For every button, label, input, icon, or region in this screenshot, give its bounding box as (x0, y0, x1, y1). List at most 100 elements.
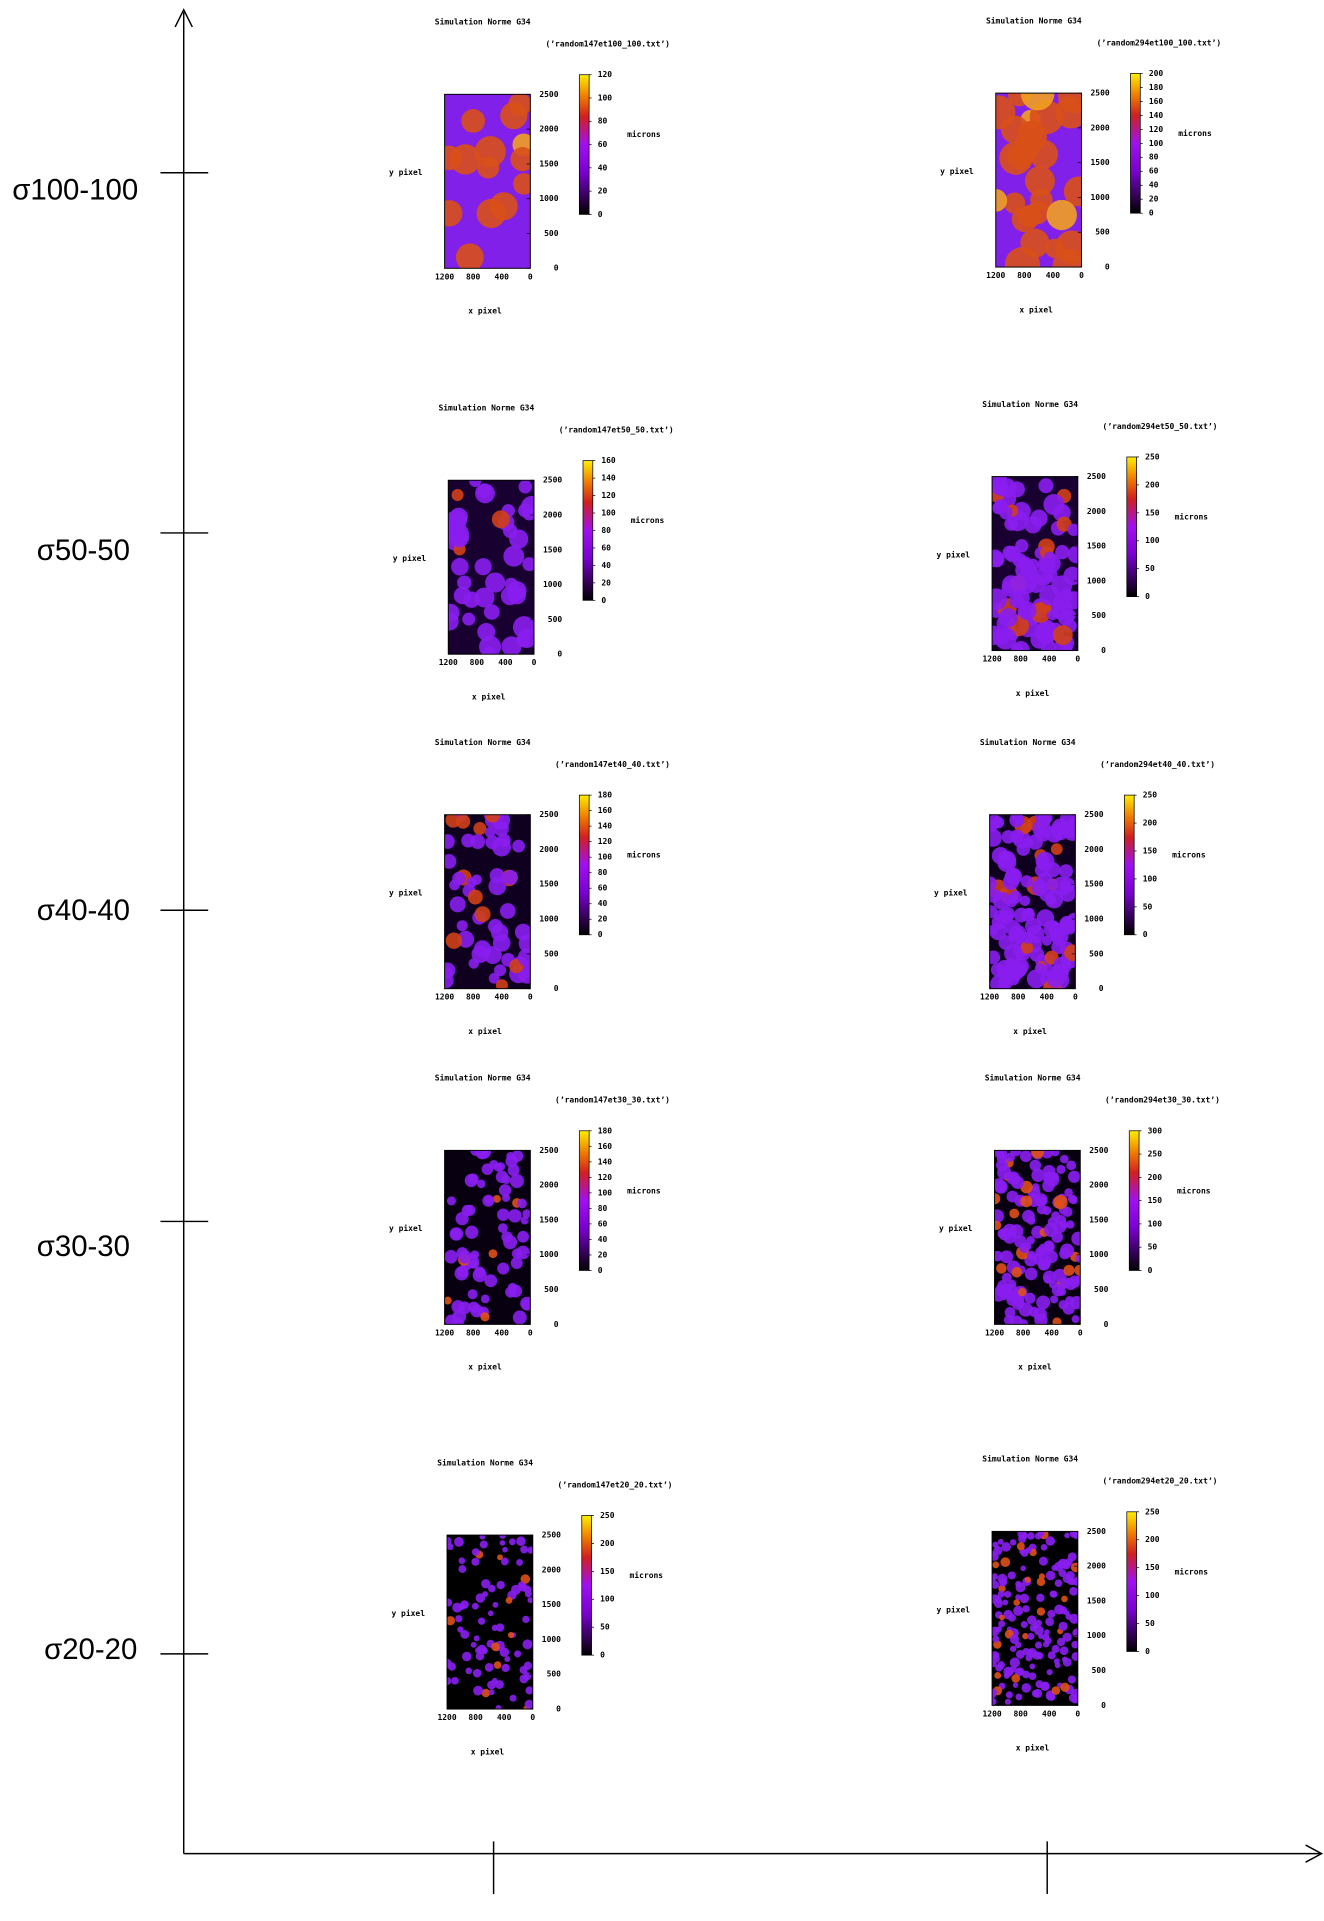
colorbar-tick-label: 180 (598, 791, 613, 800)
panel-file: (’random294et40_40.txt’) (1100, 760, 1215, 769)
x-tick-label: 800 (1013, 1709, 1028, 1718)
heatmap-blob (516, 1536, 526, 1546)
heatmap-blob (500, 1557, 509, 1566)
heatmap-blob (474, 906, 491, 923)
heatmap (989, 814, 1076, 989)
heatmap-blob (471, 1548, 480, 1556)
heatmap-blob (517, 1230, 529, 1243)
heatmap-blob (489, 868, 505, 884)
heatmap-blob (495, 979, 508, 989)
heatmap-blob (446, 1196, 456, 1206)
heatmap-blob (505, 1286, 517, 1298)
x-label: x pixel (1018, 1362, 1052, 1372)
heatmap-blob (1071, 1640, 1078, 1649)
y-tick-label: 1500 (539, 880, 558, 889)
heatmap-blob (503, 869, 518, 885)
heatmap-blob (511, 1150, 524, 1162)
heatmap-blob (1005, 1152, 1015, 1162)
heatmap-blob (480, 1294, 490, 1304)
heatmap-blob (1044, 1637, 1052, 1645)
colorbar (582, 460, 594, 601)
heatmap-blob (1071, 1315, 1080, 1324)
heatmap-blob (455, 1615, 463, 1623)
heatmap-blob (444, 834, 455, 849)
heatmap-blob (485, 814, 501, 823)
y-tick-label: 2000 (1089, 1181, 1108, 1190)
heatmap-blob (512, 1310, 527, 1325)
heatmap-blob (1028, 1672, 1037, 1681)
heatmap-blob (1004, 1698, 1011, 1705)
colorbar-tick-label: 200 (1145, 480, 1160, 489)
heatmap-blob (477, 1617, 486, 1625)
heatmap-blob (1064, 1188, 1073, 1197)
heatmap-blob (1046, 199, 1077, 231)
heatmap-blob (481, 1163, 494, 1175)
heatmap-blob (1013, 589, 1030, 607)
heatmap-blob (1020, 1195, 1033, 1208)
colorbar-tick-label: 40 (1149, 181, 1159, 190)
y-tick-label: 2500 (539, 90, 558, 99)
x-tick-label: 800 (466, 1328, 481, 1337)
heatmap-blob (461, 1204, 473, 1217)
colorbar-tick-label: 160 (598, 806, 613, 815)
heatmap-blob (997, 1590, 1005, 1598)
heatmap-blob (480, 1312, 490, 1322)
heatmap-blob (1074, 1264, 1081, 1276)
colorbar-tick-label: 100 (1145, 536, 1160, 545)
heatmap-blob (1014, 1235, 1027, 1248)
heatmap-blob (504, 1656, 511, 1663)
y-tick-label: 1000 (1087, 576, 1106, 585)
plot-frame (991, 476, 1079, 652)
heatmap-blob (447, 1677, 452, 1685)
heatmap-blob (1001, 1272, 1012, 1283)
colorbar-label: microns (1178, 128, 1212, 138)
colorbar-tick-label: 200 (1149, 69, 1164, 78)
heatmap-blob (467, 889, 483, 905)
panel-title: Simulation Norme G34 (437, 1457, 533, 1467)
heatmap-blob (455, 814, 471, 829)
heatmap-blob (1066, 1220, 1075, 1229)
colorbar-label: microns (630, 1570, 664, 1580)
y-tick-label: 2500 (1089, 1146, 1108, 1155)
heatmap-blob (475, 1646, 482, 1654)
heatmap-blob (458, 1557, 466, 1564)
colorbar-tick-label: 0 (1145, 1647, 1150, 1656)
heatmap-blob (1071, 1652, 1078, 1661)
heatmap-blob (1060, 1243, 1075, 1258)
heatmap-blob (1049, 927, 1066, 943)
colorbar-tick-label: 150 (1145, 1563, 1160, 1572)
colorbar-tick-label: 250 (600, 1511, 615, 1520)
y-tick-label: 1000 (543, 580, 562, 589)
heatmap-blob (523, 1672, 532, 1681)
heatmap-blob (483, 946, 502, 965)
heatmap-blob (1055, 545, 1070, 560)
heatmap-blob (447, 1537, 452, 1546)
panel-file: (’random294et100_100.txt’) (1097, 38, 1221, 47)
heatmap-blob (1029, 1159, 1042, 1172)
y-tick-label: 2000 (543, 510, 562, 519)
heatmap-blob (447, 1658, 452, 1669)
heatmap-blob (1029, 1663, 1036, 1670)
heatmap-blob (475, 1651, 485, 1661)
y-tick-label: 0 (1101, 1701, 1106, 1710)
heatmap-blob (1067, 523, 1078, 536)
plot-frame (444, 93, 531, 269)
heatmap-blob (508, 1538, 516, 1546)
heatmap-blob (1009, 1634, 1020, 1644)
heatmap-blob (522, 1209, 531, 1219)
colorbar-tick-label: 140 (1149, 111, 1164, 120)
heatmap-blob (1003, 1609, 1013, 1620)
heatmap-blob (1009, 1539, 1017, 1546)
heatmap-blob (1062, 1657, 1072, 1667)
heatmap-blob (992, 1635, 1000, 1643)
heatmap-blob (454, 1537, 464, 1547)
colorbar-label: microns (627, 850, 661, 860)
heatmap-blob (1041, 1150, 1054, 1159)
heatmap-blob (1050, 1590, 1058, 1598)
heatmap-blob (472, 1268, 487, 1283)
y-tick-label: 0 (554, 984, 559, 993)
colorbar (1126, 1511, 1137, 1652)
panel-file: (’random147et100_100.txt’) (545, 40, 669, 49)
heatmap-blob (1063, 176, 1082, 207)
heatmap-blob (444, 1296, 452, 1305)
